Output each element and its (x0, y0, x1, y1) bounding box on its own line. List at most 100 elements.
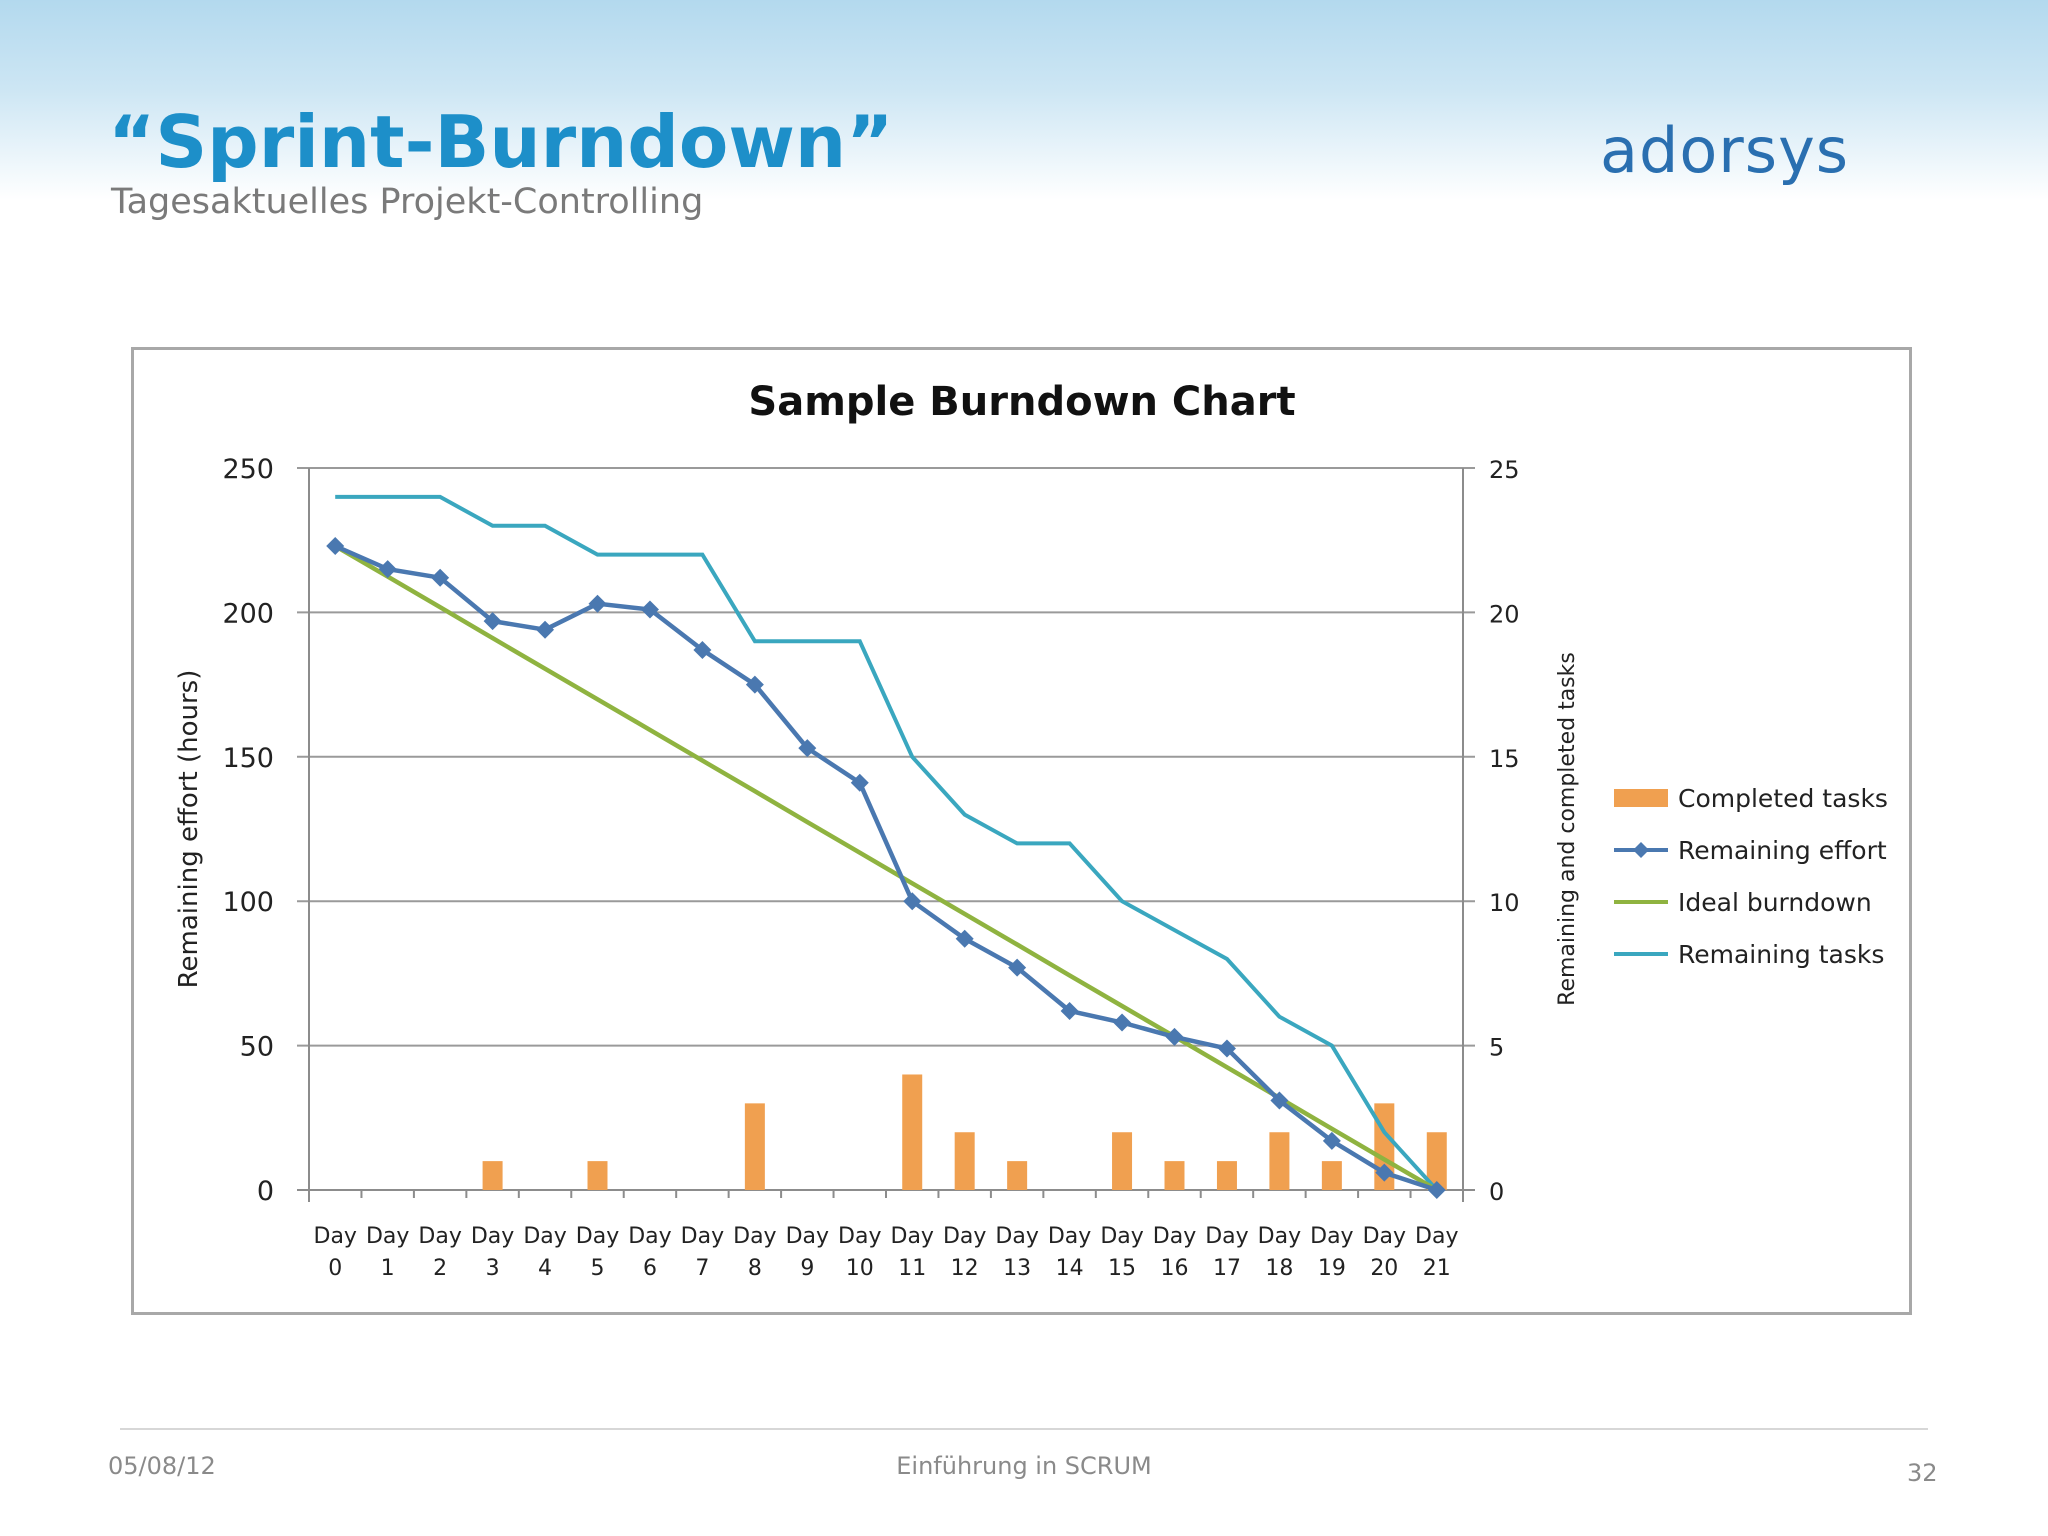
header-band (0, 0, 2048, 200)
slide-title: “Sprint-Burndown” (108, 100, 894, 184)
x-tick-label-day: Day (1258, 1224, 1301, 1249)
footer-divider (120, 1428, 1928, 1430)
x-tick-label-number: 19 (1318, 1256, 1346, 1281)
chart-frame: Sample Burndown Chart 0 50 100 150 200 250 0 5 10… (131, 347, 1912, 1315)
logo-text: adorsys (1600, 118, 1849, 187)
slide-subtitle: Tagesaktuelles Projekt-Controlling (111, 182, 704, 222)
x-tick-label-day: Day (576, 1224, 619, 1249)
bar-completed-tasks (1112, 1132, 1133, 1190)
y2-tick-label: 0 (1489, 1178, 1504, 1206)
page-number: 32 (1907, 1459, 1938, 1487)
marker-remaining-effort (1217, 1039, 1236, 1058)
bar-completed-tasks (744, 1103, 765, 1190)
marker-remaining-effort (745, 675, 764, 694)
line-remaining-effort (334, 543, 1438, 1193)
x-tick-label-day: Day (1100, 1224, 1143, 1249)
y-tick-label: 100 (222, 887, 274, 918)
legend-swatch-completed-tasks (1614, 789, 1668, 807)
marker-remaining-effort (1270, 1091, 1289, 1110)
marker-remaining-effort (1427, 1181, 1446, 1199)
y-axis-title: Remaining effort (hours) (174, 670, 204, 989)
marker-remaining-effort (1113, 1013, 1132, 1032)
y-tick-label: 50 (240, 1032, 274, 1063)
x-tick-label-number: 9 (800, 1256, 814, 1281)
marker-remaining-effort (903, 892, 922, 911)
x-tick-label-number: 18 (1265, 1256, 1293, 1281)
y-tick-label: 250 (222, 454, 274, 485)
line-remaining-tasks (335, 494, 1439, 1192)
bar-completed-tasks (902, 1074, 923, 1190)
bar-completed-tasks (1007, 1161, 1028, 1190)
bar-completed-tasks (1164, 1161, 1185, 1190)
y2-tick-label: 10 (1489, 889, 1520, 917)
x-tick-label-day: Day (366, 1224, 409, 1249)
marker-remaining-effort (1322, 1131, 1341, 1150)
x-tick-label-number: 15 (1108, 1256, 1136, 1281)
x-tick-label-number: 8 (748, 1256, 762, 1281)
y-tick-label: 0 (257, 1176, 274, 1207)
bar-completed-tasks (1216, 1161, 1237, 1190)
x-tick-label-day: Day (1205, 1224, 1248, 1249)
marker-remaining-effort (693, 640, 712, 659)
x-tick-label-number: 13 (1003, 1256, 1031, 1281)
y2-tick-label: 5 (1489, 1034, 1504, 1062)
x-tick-label-number: 5 (591, 1256, 605, 1281)
legend-label: Completed tasks (1678, 784, 1888, 813)
bar-completed-tasks (1426, 1132, 1447, 1190)
x-tick-label-number: 2 (433, 1256, 447, 1281)
x-tick-label-number: 17 (1213, 1256, 1241, 1281)
x-tick-label-day: Day (1153, 1224, 1196, 1249)
footer-date: 05/08/12 (108, 1452, 216, 1480)
legend-label: Remaining effort (1678, 836, 1887, 865)
x-tick-label-number: 16 (1161, 1256, 1189, 1281)
marker-remaining-effort (536, 620, 555, 639)
x-tick-label-number: 1 (381, 1256, 395, 1281)
x-tick-label-day: Day (628, 1224, 671, 1249)
marker-remaining-effort (640, 600, 659, 619)
adorsys-logo: adorsys (1600, 118, 1849, 187)
marker-remaining-effort (798, 739, 817, 758)
x-tick-label-day: Day (418, 1224, 461, 1249)
x-tick-label-number: 10 (846, 1256, 874, 1281)
y2-tick-label: 15 (1489, 745, 1520, 773)
x-tick-label-number: 11 (898, 1256, 926, 1281)
marker-remaining-effort (1375, 1163, 1394, 1182)
marker-remaining-effort (1008, 958, 1027, 977)
x-tick-label-number: 12 (951, 1256, 979, 1281)
x-tick-label-day: Day (891, 1224, 934, 1249)
line-ideal-burndown (334, 544, 1438, 1192)
marker-remaining-effort (955, 929, 974, 948)
legend-swatch-marker (1633, 842, 1649, 858)
bar-completed-tasks (482, 1161, 503, 1190)
x-tick-label-number: 0 (328, 1256, 342, 1281)
x-tick-label-day: Day (523, 1224, 566, 1249)
footer-title: Einführung in SCRUM (896, 1452, 1152, 1480)
x-tick-label-number: 21 (1423, 1256, 1451, 1281)
marker-remaining-effort (1060, 1001, 1079, 1020)
x-tick-label-day: Day (1415, 1224, 1458, 1249)
marker-remaining-effort (1165, 1027, 1184, 1046)
x-tick-label-day: Day (314, 1224, 357, 1249)
marker-remaining-effort (378, 560, 397, 579)
marker-remaining-effort (850, 773, 869, 792)
x-tick-label-day: Day (733, 1224, 776, 1249)
x-tick-label-day: Day (471, 1224, 514, 1249)
marker-remaining-effort (483, 612, 502, 631)
chart-title: Sample Burndown Chart (748, 379, 1295, 425)
x-tick-label-day: Day (1310, 1224, 1353, 1249)
x-tick-label-number: 14 (1056, 1256, 1084, 1281)
x-tick-label-number: 20 (1370, 1256, 1398, 1281)
burndown-chart: Sample Burndown Chart0501001502002500510… (174, 379, 1888, 1281)
x-tick-label-day: Day (943, 1224, 986, 1249)
x-tick-label-day: Day (681, 1224, 724, 1249)
marker-remaining-effort (588, 594, 607, 613)
x-tick-label-number: 3 (486, 1256, 500, 1281)
bar-completed-tasks (954, 1132, 975, 1190)
legend-label: Remaining tasks (1678, 940, 1884, 969)
bar-completed-tasks (1321, 1161, 1342, 1190)
x-tick-label-day: Day (1363, 1224, 1406, 1249)
y-tick-label: 200 (222, 598, 274, 629)
bar-completed-tasks (1269, 1132, 1290, 1190)
legend-label: Ideal burndown (1678, 888, 1872, 917)
x-tick-label-day: Day (995, 1224, 1038, 1249)
